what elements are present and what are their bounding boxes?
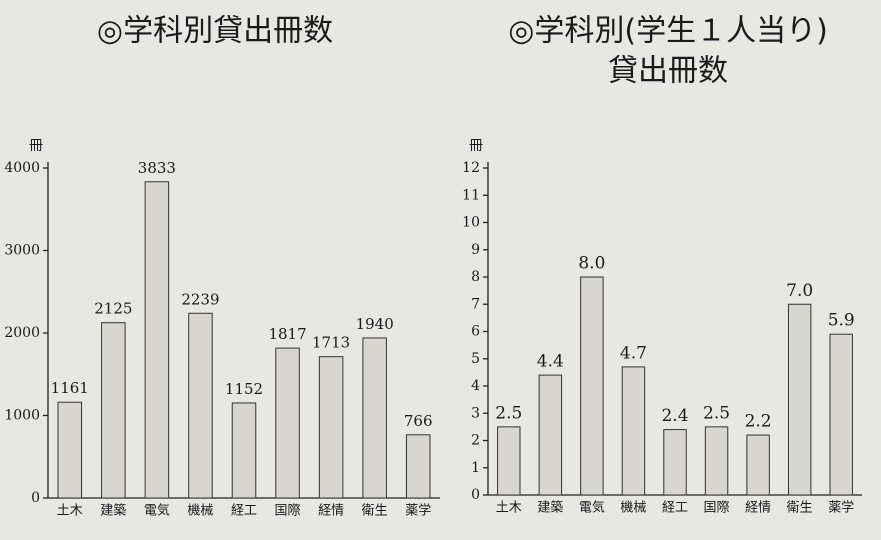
bar xyxy=(318,356,344,499)
bar xyxy=(144,181,170,499)
chart-title: ◎学科別貸出冊数 xyxy=(97,14,333,49)
bar xyxy=(497,426,521,496)
value-label: 2.4 xyxy=(661,406,688,426)
bar xyxy=(57,401,83,499)
x-tick-label: 電気 xyxy=(579,500,605,516)
chart-title: 貸出冊数 xyxy=(608,54,728,89)
bar xyxy=(188,312,213,499)
bar xyxy=(829,333,853,496)
y-tick-label: 8 xyxy=(471,269,480,285)
y-tick-label: 7 xyxy=(471,296,480,312)
x-tick-label: 経情 xyxy=(318,504,344,519)
bar xyxy=(231,402,257,499)
value-label: 1161 xyxy=(51,379,89,397)
y-tick-label: 10 xyxy=(462,215,480,231)
value-label: 4.4 xyxy=(537,352,564,372)
y-tick-label: 0 xyxy=(471,487,480,503)
y-tick-label: 4 xyxy=(471,378,480,394)
bar xyxy=(538,374,563,496)
y-tick-label: 9 xyxy=(471,242,480,258)
x-tick-label: 土木 xyxy=(57,504,83,519)
y-tick-label: 12 xyxy=(462,160,480,176)
value-label: 1713 xyxy=(312,334,350,352)
value-label: 3833 xyxy=(138,159,176,177)
value-label: 5.9 xyxy=(828,311,855,331)
chart-title: ◎学科別(学生１人当り) xyxy=(508,14,828,49)
value-label: 8.0 xyxy=(578,254,605,274)
x-tick-label: 経工 xyxy=(231,504,257,519)
y-tick-label: 5 xyxy=(471,351,480,367)
x-tick-label: 薬学 xyxy=(828,500,854,516)
x-tick-label: 機械 xyxy=(187,504,213,519)
y-tick-label: 11 xyxy=(462,187,480,203)
y-tick-label: 1 xyxy=(471,460,480,476)
y-tick-label: 3 xyxy=(471,405,480,421)
y-tick-label: 1000 xyxy=(4,408,40,424)
bar xyxy=(663,429,687,496)
y-tick-label: 6 xyxy=(471,324,480,340)
value-label: 2125 xyxy=(94,300,132,318)
x-tick-label: 機械 xyxy=(620,501,646,516)
bar xyxy=(405,434,431,499)
x-tick-label: 衛生 xyxy=(362,504,388,519)
y-tick-label: 0 xyxy=(31,490,40,506)
x-tick-label: 電気 xyxy=(144,503,170,519)
value-label: 1940 xyxy=(356,315,394,333)
value-label: 2.5 xyxy=(703,403,730,423)
x-tick-label: 衛生 xyxy=(787,501,813,516)
y-axis-label: 冊 xyxy=(469,138,483,154)
bar xyxy=(621,366,646,496)
value-label: 2.5 xyxy=(495,403,522,423)
y-axis-label: 冊 xyxy=(29,138,43,154)
y-tick-label: 3000 xyxy=(4,243,40,259)
value-label: 766 xyxy=(404,412,433,430)
value-label: 1817 xyxy=(268,325,306,343)
x-tick-label: 国際 xyxy=(704,501,730,516)
bar xyxy=(362,337,387,499)
x-tick-label: 国際 xyxy=(275,504,301,519)
x-tick-label: 経情 xyxy=(745,501,771,516)
bar xyxy=(101,322,126,499)
value-label: 2.2 xyxy=(745,412,772,432)
bar xyxy=(746,434,770,496)
y-tick-label: 2 xyxy=(471,433,480,449)
x-tick-label: 建築 xyxy=(537,501,563,516)
value-label: 1152 xyxy=(225,380,263,398)
x-tick-label: 経工 xyxy=(662,501,688,516)
y-tick-label: 2000 xyxy=(4,325,40,341)
value-label: 7.0 xyxy=(786,281,813,301)
x-tick-label: 薬学 xyxy=(405,503,431,519)
value-label: 2239 xyxy=(181,290,219,308)
y-tick-label: 4000 xyxy=(4,160,40,176)
value-label: 4.7 xyxy=(620,343,647,363)
bar xyxy=(275,347,300,499)
bar xyxy=(580,276,604,496)
x-tick-label: 土木 xyxy=(496,501,522,516)
x-tick-label: 建築 xyxy=(100,504,126,519)
bar xyxy=(704,426,729,496)
bar xyxy=(787,303,812,496)
